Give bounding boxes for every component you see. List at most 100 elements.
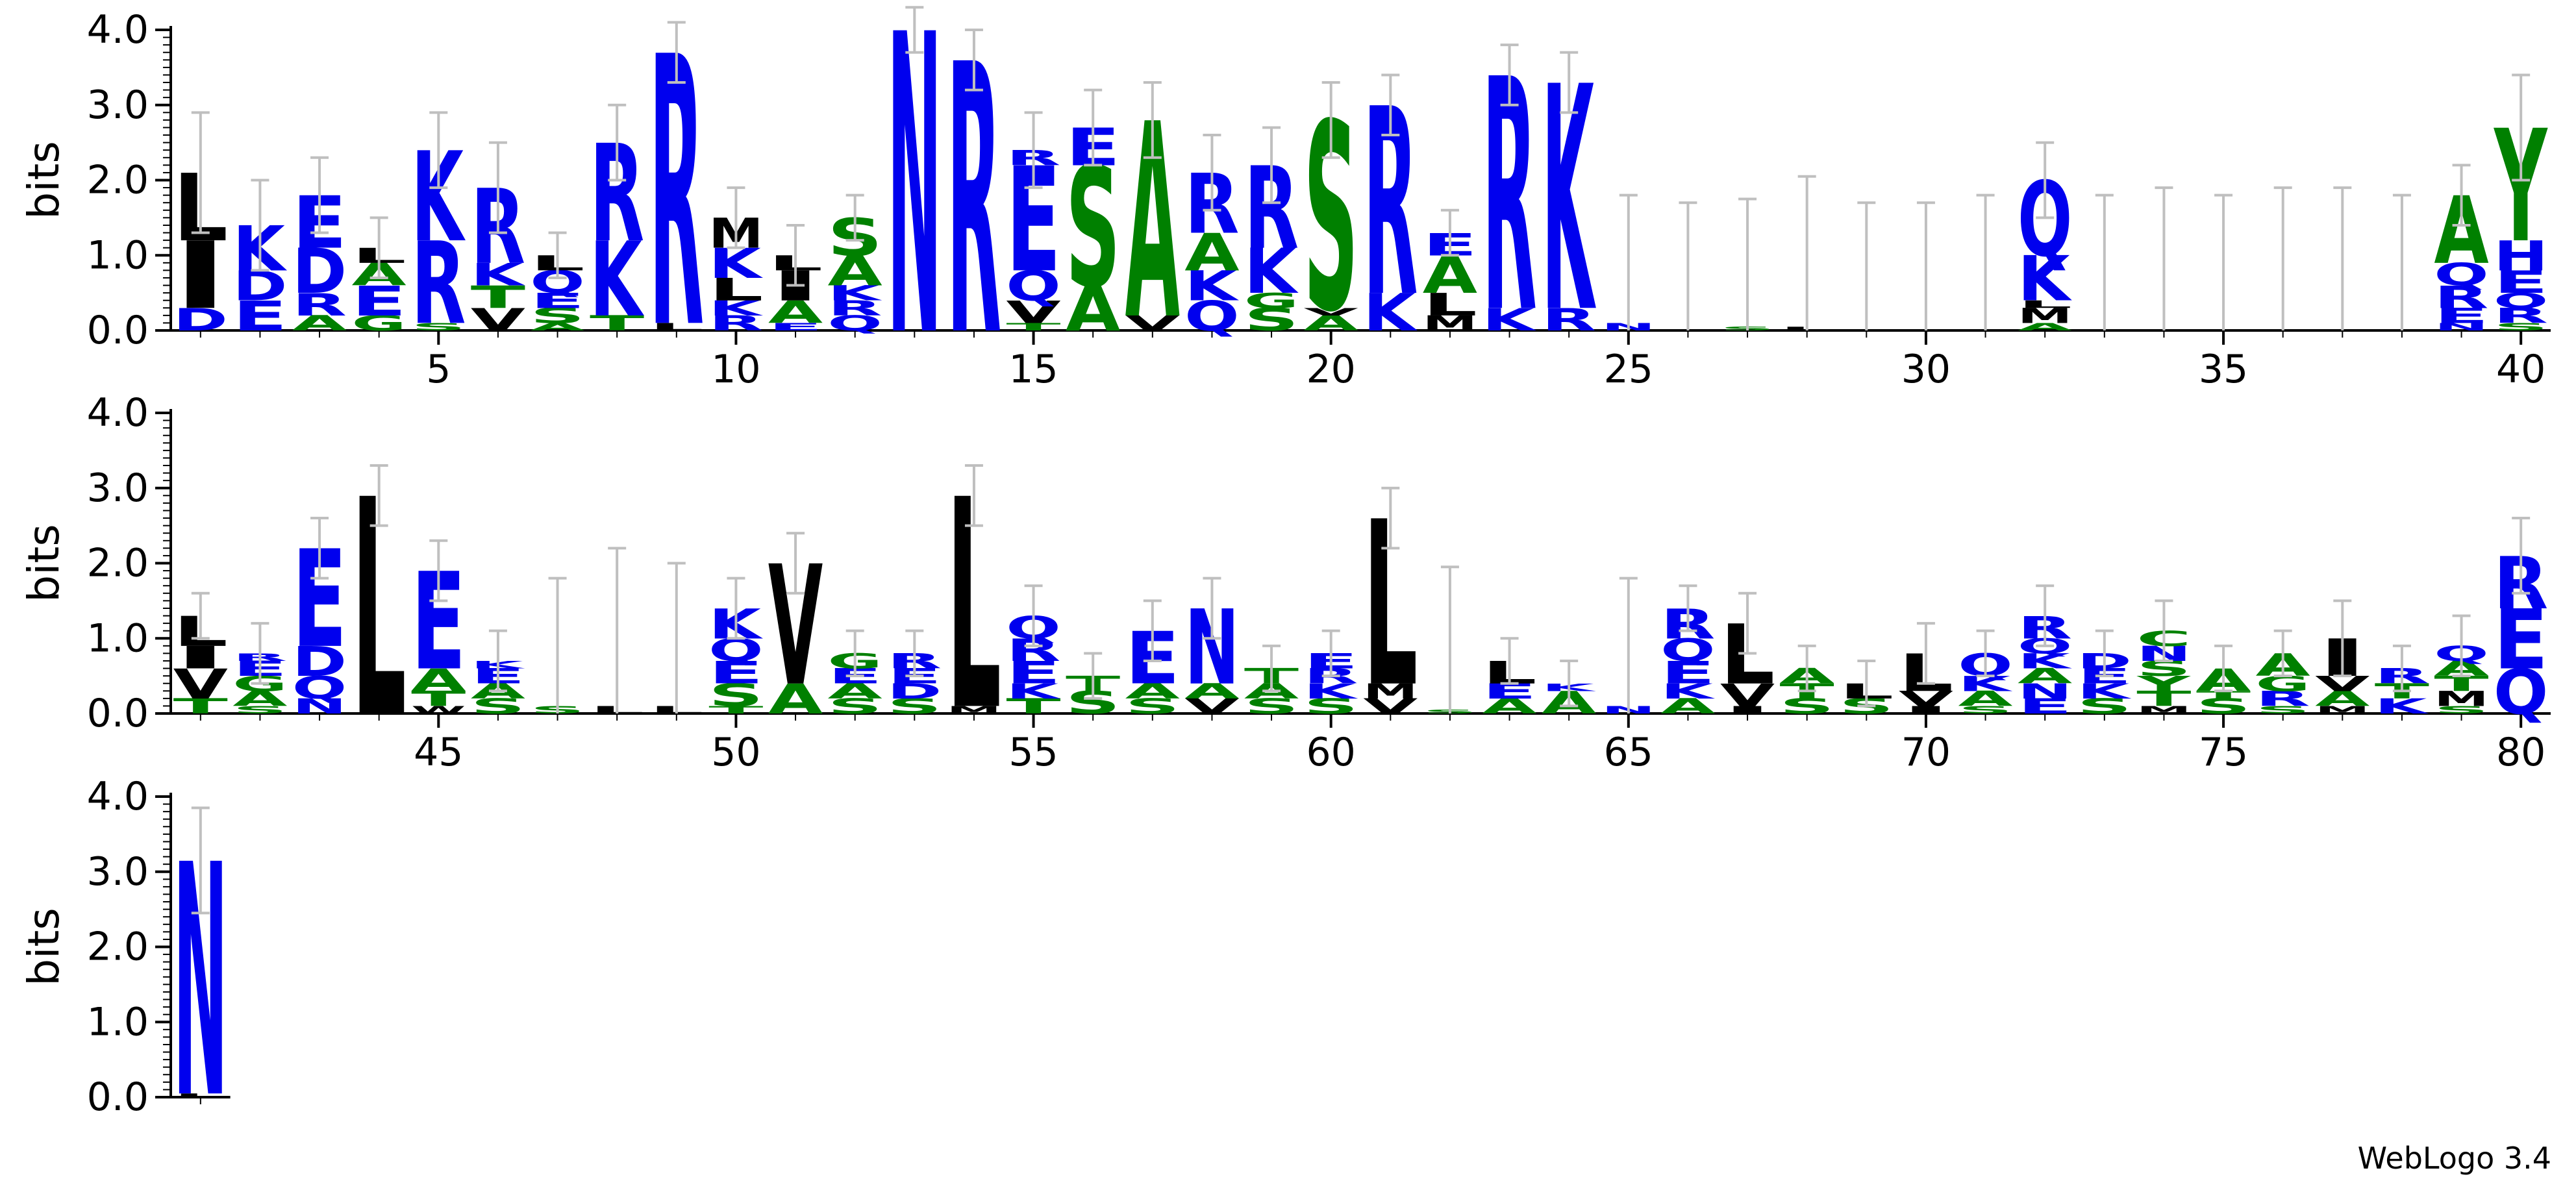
- x-axis-row-1: 5 10 15 20 25 30 35 40: [171, 329, 2551, 392]
- logo-letter-T: T: [1006, 321, 1060, 333]
- logo-column-62: S: [1423, 565, 1477, 715]
- logo-letter-V: V: [1363, 695, 1418, 719]
- logo-column-35: [2214, 193, 2233, 330]
- logo-letter-V: V: [173, 660, 228, 708]
- logo-letter-W: W: [411, 704, 466, 716]
- logo-column-28: L: [1780, 175, 1834, 332]
- logo-column-75: STA: [2196, 644, 2251, 719]
- logo-letter-K: K: [828, 282, 882, 306]
- x-tick-label: 80: [2496, 730, 2545, 775]
- logo-column-72: ENAKQR: [2018, 584, 2072, 719]
- logo-letter-A: A: [1184, 680, 1239, 704]
- x-tick-label: 15: [1008, 347, 1058, 392]
- error-bar: [548, 231, 567, 279]
- y-tick-label: 4.0: [87, 774, 149, 819]
- error-bar: [786, 223, 805, 287]
- logo-letter-A: A: [530, 321, 584, 333]
- error-bar: [1203, 134, 1221, 212]
- logo-letter-E: E: [1660, 655, 1715, 691]
- error-bar: [727, 576, 745, 640]
- error-bar: [310, 517, 329, 580]
- logo-letter-A: A: [1482, 695, 1536, 719]
- x-tick-label: 20: [1307, 347, 1356, 392]
- error-bar: [1560, 51, 1579, 114]
- logo-column-2: EDK: [232, 179, 288, 341]
- logo-letter-D: D: [173, 302, 228, 338]
- logo-row-1: 0.0 1.0 2.0 3.0 4.0 bits: [19, 7, 172, 353]
- x-tick-label: 50: [711, 730, 760, 775]
- logo-letter-H: H: [2494, 232, 2548, 280]
- error-bar: [2512, 73, 2531, 182]
- logo-column-81: LN: [173, 797, 228, 1169]
- error-bar: [488, 629, 507, 693]
- logo-letter-S: S: [2434, 704, 2488, 716]
- logo-letter-T: T: [590, 312, 645, 336]
- error-bar: [1857, 659, 1876, 708]
- logo-letter-Q: Q: [2494, 656, 2548, 728]
- logo-letter-V: V: [471, 302, 525, 338]
- logo-letter-A: A: [411, 662, 466, 698]
- error-bar: [1262, 644, 1281, 693]
- logo-column-23: KR: [1482, 11, 1537, 383]
- logo-column-54: ML: [947, 440, 1001, 775]
- y-tick-label: 0.0: [87, 1074, 149, 1120]
- error-bar: [2036, 584, 2055, 647]
- logo-column-13: N: [887, 0, 942, 428]
- logo-letter-T: T: [173, 695, 229, 719]
- logo-letter-T: T: [2196, 689, 2251, 701]
- error-bar: [1381, 73, 1400, 137]
- logo-letter-K: K: [2077, 680, 2132, 704]
- logo-letter-K: K: [590, 220, 644, 340]
- logo-letter-Y: Y: [2136, 672, 2191, 696]
- logo-letter-E: E: [530, 289, 584, 313]
- logo-letter-S: S: [2077, 695, 2132, 719]
- logo-column-60: SKRE: [1304, 629, 1358, 719]
- logo-column-14: R: [947, 0, 1001, 418]
- logo-column-80: QER: [2494, 517, 2548, 728]
- weblogo-credit: WebLogo 3.4: [2357, 1141, 2551, 1176]
- y-tick-label: 1.0: [87, 615, 149, 661]
- logo-letter-S: S: [471, 695, 525, 719]
- logo-letter-N: N: [2018, 680, 2072, 704]
- logo-letter-A: A: [232, 687, 287, 711]
- error-bar: [2333, 599, 2352, 678]
- logo-letter-K: K: [1482, 302, 1537, 338]
- logo-letter-N: N: [887, 0, 942, 428]
- logo-column-9: LR: [649, 0, 704, 410]
- error-bar: [1916, 622, 1935, 685]
- logo-letter-A: A: [1184, 223, 1240, 283]
- logo-letter-G: G: [352, 311, 406, 335]
- error-bar: [2155, 599, 2173, 662]
- logo-letter-M: M: [1363, 680, 1418, 704]
- error-bar: [1500, 637, 1519, 685]
- logo-letter-M: M: [2434, 688, 2488, 712]
- x-tick-label: 70: [1901, 730, 1951, 775]
- error-bar: [608, 547, 627, 713]
- error-bar: [2214, 644, 2233, 693]
- error-bar: [1976, 629, 1995, 678]
- y-axis-label: bits: [19, 141, 69, 219]
- error-bar: [1381, 486, 1400, 550]
- logo-column-48: L: [590, 547, 644, 716]
- logo-letter-S: S: [232, 704, 287, 716]
- logo-letter-E: E: [352, 278, 406, 326]
- logo-letter-A: A: [1304, 312, 1358, 336]
- logo-letter-A: A: [2018, 664, 2072, 688]
- logo-column-64: AK: [1542, 659, 1596, 721]
- error-bar: [1440, 208, 1459, 257]
- error-bar: [1619, 576, 1638, 713]
- x-tick-label: 60: [1307, 730, 1356, 775]
- logo-letter-Q: Q: [2434, 257, 2488, 293]
- y-tick-label: 0.0: [87, 308, 149, 353]
- logo-letter-S: S: [2196, 695, 2251, 719]
- error-bar: [2214, 193, 2233, 330]
- logo-letter-N: N: [292, 695, 347, 719]
- logo-letter-K: K: [1184, 263, 1240, 311]
- logo-letter-S: S: [708, 678, 763, 713]
